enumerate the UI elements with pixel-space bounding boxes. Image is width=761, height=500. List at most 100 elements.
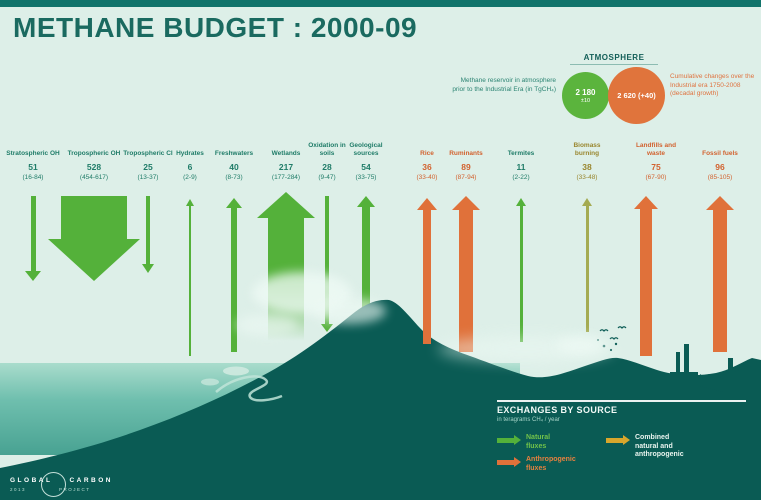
reservoir-value: 2 180 xyxy=(575,87,596,97)
flux-label: Termites xyxy=(507,150,535,157)
flux-value: 11 xyxy=(516,162,526,172)
flux-label: Rice xyxy=(420,150,434,157)
flux-range: (33-48) xyxy=(576,174,598,181)
flux-range: (177-284) xyxy=(271,174,301,181)
flux-column-ruminants: Ruminants 89 (87-94) xyxy=(434,138,498,181)
flux-label: Stratospheric OH xyxy=(6,150,60,157)
natural-flux-arrow-icon xyxy=(497,435,521,445)
legend-item-combined: Combined natural and anthropogenic xyxy=(606,434,684,460)
flux-label: Ruminants xyxy=(449,150,483,157)
flux-value: 528 xyxy=(86,162,102,172)
reservoir-uncertainty: ±10 xyxy=(580,97,591,104)
legend-title: EXCHANGES BY SOURCE xyxy=(497,405,618,415)
ocean xyxy=(0,363,520,455)
flux-range: (33-75) xyxy=(355,174,377,181)
page-title: METHANE BUDGET : 2000-09 xyxy=(13,12,418,43)
flux-range: (8-73) xyxy=(225,174,243,181)
flux-value: 25 xyxy=(143,162,153,172)
atmosphere-reservoir-note: Methane reservoir in atmosphere prior to… xyxy=(452,77,556,93)
flux-column-wetlands: Wetlands 217 (177-284) xyxy=(254,138,318,181)
legend-label: Combined natural and anthropogenic xyxy=(635,434,684,458)
legend-item-natural: Natural fluxes xyxy=(497,434,550,451)
flux-column-hydrates: Hydrates 6 (2-9) xyxy=(158,138,222,181)
flux-column-landfills-and-waste: Landfills and waste 75 (67-90) xyxy=(624,138,688,181)
flux-column-fossil-fuels: Fossil fuels 96 (85-105) xyxy=(688,138,752,181)
flux-label: Wetlands xyxy=(271,150,301,157)
anthropogenic-flux-arrow-icon xyxy=(497,457,521,467)
birds-and-smoke-specks xyxy=(599,326,627,340)
flux-column-tropospheric-cl: Tropospheric Cl 25 (13-37) xyxy=(116,138,180,181)
flux-value: 217 xyxy=(278,162,294,172)
legend-item-anthropogenic: Anthropogenic fluxes xyxy=(497,456,576,473)
flux-range: (13-37) xyxy=(137,174,159,181)
cumulative-change-circle: 2 620 (+40) xyxy=(608,67,665,124)
flux-arrow-stratospheric-oh xyxy=(25,196,41,281)
flux-label: Tropospheric OH xyxy=(67,150,121,157)
flux-range: (16-84) xyxy=(22,174,44,181)
legend-subtitle: in teragrams CH₄ / year xyxy=(497,417,560,423)
flux-arrow-rice xyxy=(417,198,437,344)
flux-arrow-biomass-burning xyxy=(582,198,592,332)
flux-value: 36 xyxy=(422,162,432,172)
logo-word-carbon: CARBON xyxy=(69,477,113,484)
flux-label: Landfills and waste xyxy=(635,142,677,157)
flux-label: Biomass burning xyxy=(573,142,601,157)
legend-divider xyxy=(497,400,746,402)
flux-column-oxidation-in-soils: Oxidation in soils 28 (9-47) xyxy=(295,138,359,181)
gcp-ring-icon xyxy=(41,472,66,497)
combined-flux-arrow-icon xyxy=(606,435,630,445)
flux-value: 89 xyxy=(461,162,471,172)
flux-column-tropospheric-oh: Tropospheric OH 528 (454-617) xyxy=(62,138,126,181)
flux-value: 28 xyxy=(322,162,332,172)
global-carbon-project-logo: GLOBAL CARBON 2013 PROJECT xyxy=(10,472,113,497)
flux-arrow-fossil-fuels xyxy=(706,196,734,352)
flux-range: (85-105) xyxy=(707,174,733,181)
cumulative-change-value: 2 620 (+40) xyxy=(617,91,656,100)
cloud xyxy=(236,314,298,336)
flux-range: (2-9) xyxy=(183,174,197,181)
atmosphere-heading: ATMOSPHERE xyxy=(570,53,658,65)
flux-range: (2-22) xyxy=(512,174,530,181)
flux-arrow-landfills-and-waste xyxy=(634,196,658,356)
atmosphere-change-note: Cumulative changes over the Industrial e… xyxy=(670,73,755,97)
flux-arrow-freshwaters xyxy=(226,198,242,352)
flux-value: 54 xyxy=(361,162,371,172)
flux-arrow-geological-sources xyxy=(357,196,375,332)
flux-arrow-tropospheric-cl xyxy=(142,196,155,273)
flux-label: Geological sources xyxy=(349,142,383,157)
fire-smoke xyxy=(556,336,604,354)
logo-year: 2013 xyxy=(10,487,27,492)
flux-arrow-ruminants xyxy=(452,196,480,352)
flux-column-geological-sources: Geological sources 54 (33-75) xyxy=(334,138,398,181)
flux-label: Hydrates xyxy=(176,150,204,157)
flux-value: 38 xyxy=(582,162,592,172)
flux-arrow-termites xyxy=(516,198,526,342)
flux-column-stratospheric-oh: Stratospheric OH 51 (16-84) xyxy=(1,138,65,181)
flux-column-rice: Rice 36 (33-40) xyxy=(395,138,459,181)
flux-column-freshwaters: Freshwaters 40 (8-73) xyxy=(202,138,266,181)
flux-value: 51 xyxy=(28,162,38,172)
flux-value: 40 xyxy=(229,162,239,172)
flux-label: Oxidation in soils xyxy=(308,142,346,157)
cloud xyxy=(312,298,386,324)
legend-label: Natural fluxes xyxy=(526,434,551,450)
top-border xyxy=(0,0,761,7)
flux-column-biomass-burning: Biomass burning 38 (33-48) xyxy=(555,138,619,181)
preindustrial-reservoir-circle: 2 180 ±10 xyxy=(562,72,609,119)
flux-value: 75 xyxy=(651,162,661,172)
flux-value: 96 xyxy=(715,162,725,172)
flux-value: 6 xyxy=(187,162,193,172)
legend-label: Anthropogenic fluxes xyxy=(526,456,576,472)
flux-arrow-hydrates xyxy=(186,199,194,356)
flux-column-termites: Termites 11 (2-22) xyxy=(489,138,553,181)
flux-range: (9-47) xyxy=(318,174,336,181)
flux-label: Tropospheric Cl xyxy=(123,150,173,157)
flux-range: (33-40) xyxy=(416,174,438,181)
flux-range: (454-617) xyxy=(79,174,109,181)
flux-range: (67-90) xyxy=(645,174,667,181)
flux-label: Fossil fuels xyxy=(702,150,738,157)
flux-arrow-tropospheric-oh xyxy=(48,196,140,281)
flux-range: (87-94) xyxy=(455,174,477,181)
flux-label: Freshwaters xyxy=(214,150,254,157)
